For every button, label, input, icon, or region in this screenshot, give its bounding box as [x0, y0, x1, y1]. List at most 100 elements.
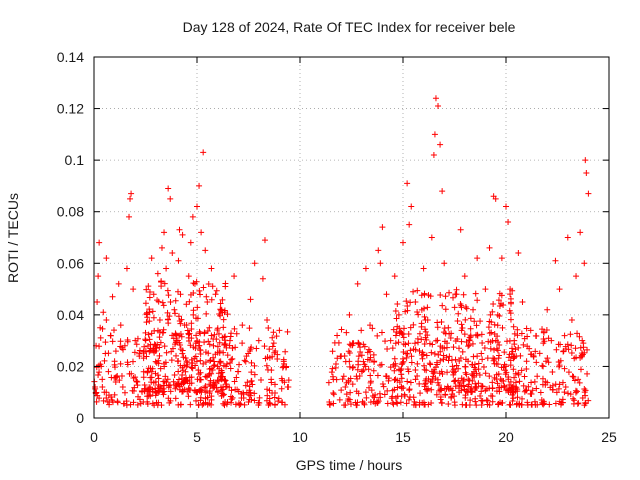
band-point [431, 366, 438, 373]
band-point [539, 375, 546, 382]
band-point [399, 360, 406, 367]
band-point [433, 391, 440, 398]
band-point [437, 394, 444, 401]
band-point [137, 400, 144, 407]
data-point [136, 353, 143, 360]
band-point [158, 283, 165, 290]
band-point [206, 341, 213, 348]
band-point [110, 327, 117, 334]
data-point [431, 131, 438, 138]
band-point [421, 362, 428, 369]
data-point [132, 337, 139, 344]
band-point [270, 340, 277, 347]
band-point [248, 377, 255, 384]
band-point [546, 401, 553, 408]
band-point [372, 400, 379, 407]
band-point [508, 350, 515, 357]
band-point [443, 354, 450, 361]
band-point [358, 327, 365, 334]
band-point [410, 394, 417, 401]
band-point [343, 329, 350, 336]
data-point [123, 265, 130, 272]
band-point [398, 393, 405, 400]
band-point [452, 356, 459, 363]
band-point [391, 355, 398, 362]
data-point [548, 337, 555, 344]
band-point [209, 283, 216, 290]
band-point [489, 308, 496, 315]
band-point [188, 320, 195, 327]
band-point [495, 370, 502, 377]
band-point [416, 330, 423, 337]
band-point [192, 340, 199, 347]
y-tick-label: 0.06 [57, 255, 84, 271]
band-point [412, 340, 419, 347]
data-point [194, 203, 200, 210]
band-point [199, 401, 206, 408]
data-point [441, 260, 448, 267]
band-point [206, 388, 213, 395]
band-point [162, 373, 169, 380]
band-point [175, 376, 182, 383]
band-point [423, 367, 430, 374]
band-point [227, 365, 234, 372]
band-point [231, 378, 238, 385]
band-point [471, 318, 478, 325]
band-point [501, 383, 508, 390]
band-point [347, 401, 354, 408]
data-point [362, 265, 369, 272]
data-point [169, 249, 176, 256]
band-point [215, 370, 222, 377]
band-point [192, 397, 199, 404]
data-point [358, 368, 365, 375]
y-axis-label: ROTI / TECUs [5, 193, 21, 283]
band-point [479, 339, 486, 346]
band-point [399, 330, 406, 337]
band-point [489, 379, 496, 386]
data-point [474, 255, 481, 262]
band-point [481, 345, 488, 352]
band-point [120, 346, 127, 353]
band-point [273, 333, 280, 340]
band-point [251, 371, 258, 378]
band-point [400, 334, 407, 341]
band-point [467, 315, 474, 322]
band-point [211, 331, 218, 338]
band-point [233, 330, 240, 337]
data-point [470, 306, 477, 313]
band-point [430, 373, 437, 380]
band-point [338, 387, 345, 394]
band-point [391, 386, 398, 393]
band-point [248, 344, 255, 351]
data-point [183, 358, 190, 365]
band-point [145, 331, 152, 338]
band-point [197, 397, 204, 404]
band-point [488, 319, 495, 326]
band-point [247, 392, 254, 399]
data-point [367, 322, 374, 329]
band-point [394, 384, 401, 391]
band-point [414, 287, 421, 294]
data-point [251, 260, 258, 267]
band-point [408, 353, 415, 360]
band-point [353, 388, 360, 395]
band-point [506, 401, 513, 408]
band-point [460, 291, 467, 298]
band-point [170, 378, 177, 385]
band-point [487, 311, 494, 318]
band-point [542, 378, 549, 385]
band-point [220, 324, 227, 331]
band-point [366, 356, 373, 363]
data-point [191, 280, 198, 287]
band-point [368, 387, 375, 394]
x-tick-label: 15 [395, 429, 411, 445]
data-point [92, 384, 99, 391]
band-point [477, 318, 484, 325]
band-point [575, 400, 582, 407]
x-tick-label: 5 [193, 429, 201, 445]
data-point [144, 368, 151, 375]
band-point [209, 367, 216, 374]
data-point [130, 286, 137, 293]
band-point [444, 369, 451, 376]
band-point [149, 400, 156, 407]
